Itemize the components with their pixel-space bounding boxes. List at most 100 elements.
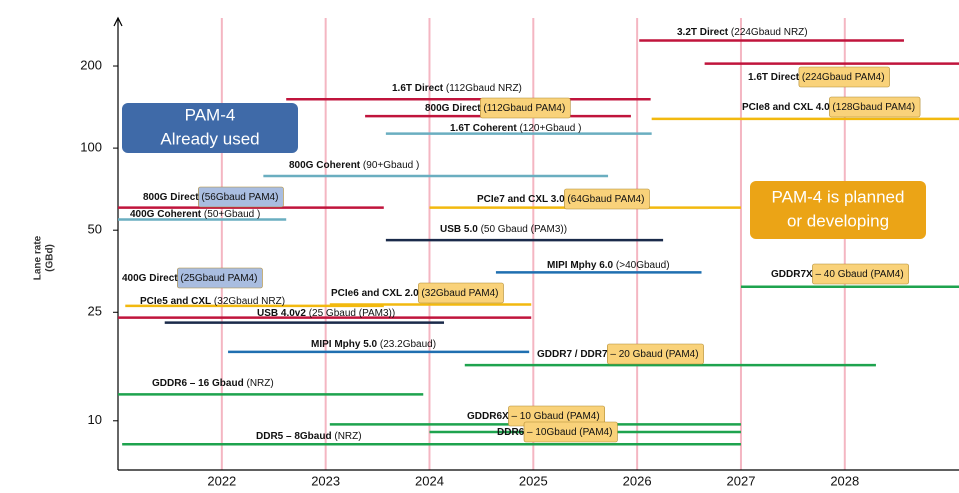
label-detail: (32Gbaud PAM4) [421, 288, 498, 299]
label-detail: (112Gbaud NRZ) [446, 83, 522, 94]
callout-text: Already used [160, 129, 259, 148]
item-label: 800G Direct (56Gbaud PAM4) [143, 186, 284, 208]
item-label: MIPI Mphy 5.0 (23.2Gbaud) [311, 339, 436, 350]
y-tick-label: 25 [88, 304, 102, 319]
item-label: PCIe6 and CXL 2.0 (32Gbaud PAM4) [331, 282, 504, 304]
item-label-text: 800G Direct (112Gbaud PAM4) [425, 103, 565, 114]
item-label: GDDR6X – 10 Gbaud (PAM4) [467, 405, 605, 427]
item-label: DDR5 – 8Gbaud (NRZ) [256, 431, 362, 442]
label-bold: GDDR7X [771, 269, 813, 280]
label-detail: (128Gbaud PAM4) [832, 102, 915, 113]
label-bold: 800G Coherent [289, 160, 361, 171]
label-bold: 3.2T Direct [677, 27, 729, 38]
label-detail: (224Gbaud PAM4) [802, 72, 885, 83]
x-tick-label: 2028 [830, 473, 859, 488]
callout-text: PAM-4 [185, 105, 236, 124]
label-detail: (NRZ) [246, 378, 273, 389]
y-tick-label: 50 [88, 222, 102, 237]
item-label-text: DDR5 – 8Gbaud (NRZ) [256, 431, 362, 442]
item-label: 400G Coherent (50+Gbaud ) [130, 209, 260, 220]
y-axis-arrow [113, 16, 123, 27]
label-bold: USB 4.0v2 [257, 308, 306, 319]
item-label-text: 400G Direct (25Gbaud PAM4) [122, 273, 257, 284]
item-label-text: GDDR6X – 10 Gbaud (PAM4) [467, 411, 600, 422]
item-label: GDDR6 – 16 Gbaud (NRZ) [152, 378, 274, 389]
item-label-text: 400G Coherent (50+Gbaud ) [130, 209, 260, 220]
x-tick-label: 2022 [207, 473, 236, 488]
x-tick-label: 2026 [623, 473, 652, 488]
label-detail: – 10 Gbaud (PAM4) [511, 411, 599, 422]
item-label: GDDR7 / DDR7 – 20 Gbaud (PAM4) [537, 343, 704, 365]
label-bold: 400G Direct [122, 273, 178, 284]
label-bold: 1.6T Direct [748, 72, 800, 83]
x-tick-label: 2024 [415, 473, 444, 488]
label-highlight [177, 267, 263, 289]
label-detail: (NRZ) [334, 431, 361, 442]
label-detail: (112Gbaud PAM4) [483, 103, 565, 114]
item-label-text: 3.2T Direct (224Gbaud NRZ) [677, 27, 808, 38]
label-bold: GDDR7 / DDR7 [537, 349, 608, 360]
y-axis-label: (GBd) [45, 244, 56, 272]
label-bold: PCIe5 and CXL [140, 296, 211, 307]
item-label-text: DDR6 – 10Gbaud (PAM4) [497, 427, 612, 438]
label-bold: DDR6 [497, 427, 525, 438]
item-label-text: GDDR7X – 40 Gbaud (PAM4) [771, 269, 904, 280]
label-highlight [607, 343, 704, 365]
item-label: PCIe8 and CXL 4.0 (128Gbaud PAM4) [742, 96, 921, 118]
item-label: 1.6T Coherent (120+Gbaud ) [450, 123, 581, 134]
item-label-text: USB 4.0v2 (25 Gbaud (PAM3)) [257, 308, 395, 319]
item-label: 3.2T Direct (224Gbaud NRZ) [677, 27, 808, 38]
item-label-text: 800G Coherent (90+Gbaud ) [289, 160, 419, 171]
label-detail: (23.2Gbaud) [380, 339, 436, 350]
item-label-text: PCIe8 and CXL 4.0 (128Gbaud PAM4) [742, 102, 915, 113]
label-detail: (120+Gbaud ) [519, 123, 581, 134]
item-label: 400G Direct (25Gbaud PAM4) [122, 267, 263, 289]
label-highlight [798, 66, 890, 88]
item-label: 800G Direct (112Gbaud PAM4) [425, 97, 571, 119]
label-bold: MIPI Mphy 5.0 [311, 339, 378, 350]
label-detail: (224Gbaud NRZ) [731, 27, 808, 38]
label-detail: – 20 Gbaud (PAM4) [610, 349, 698, 360]
item-label: GDDR7X – 40 Gbaud (PAM4) [771, 263, 909, 285]
label-highlight [198, 186, 284, 208]
label-detail: – 40 Gbaud (PAM4) [815, 269, 903, 280]
label-detail: (25 Gbaud (PAM3)) [309, 308, 396, 319]
item-label: USB 4.0v2 (25 Gbaud (PAM3)) [257, 308, 395, 319]
label-bold: PCIe7 and CXL 3.0 [477, 194, 565, 205]
item-label-text: PCIe5 and CXL (32Gbaud NRZ) [140, 296, 285, 307]
label-bold: GDDR6X [467, 411, 509, 422]
item-label-text: GDDR7 / DDR7 – 20 Gbaud (PAM4) [537, 349, 699, 360]
item-label: USB 5.0 (50 Gbaud (PAM3)) [440, 224, 567, 235]
label-highlight [564, 188, 650, 210]
item-label-text: MIPI Mphy 6.0 (>40Gbaud) [547, 260, 670, 271]
item-label: MIPI Mphy 6.0 (>40Gbaud) [547, 260, 670, 271]
label-detail: (32Gbaud NRZ) [214, 296, 285, 307]
callout-text: PAM-4 is planned [772, 187, 905, 206]
item-label-text: 1.6T Coherent (120+Gbaud ) [450, 123, 581, 134]
item-label-text: GDDR6 – 16 Gbaud (NRZ) [152, 378, 274, 389]
item-label: 800G Coherent (90+Gbaud ) [289, 160, 419, 171]
item-label-text: MIPI Mphy 5.0 (23.2Gbaud) [311, 339, 436, 350]
callout-box [750, 181, 926, 239]
y-tick-label: 100 [80, 140, 102, 155]
x-tick-label: 2023 [311, 473, 340, 488]
y-axis-label: Lane rate [33, 235, 44, 280]
label-bold: PCIe8 and CXL 4.0 [742, 102, 830, 113]
label-detail: – 10Gbaud (PAM4) [527, 427, 612, 438]
item-label-text: 1.6T Direct (112Gbaud NRZ) [392, 83, 522, 94]
label-detail: (90+Gbaud ) [363, 160, 419, 171]
x-tick-label: 2025 [519, 473, 548, 488]
label-highlight [829, 96, 921, 118]
y-tick-label: 200 [80, 57, 102, 72]
label-highlight [418, 282, 504, 304]
label-bold: 800G Direct [425, 103, 481, 114]
label-bold: DDR5 – 8Gbaud [256, 431, 332, 442]
label-detail: (64Gbaud PAM4) [567, 194, 644, 205]
label-bold: 1.6T Coherent [450, 123, 517, 134]
y-tick-label: 10 [88, 412, 102, 427]
label-bold: PCIe6 and CXL 2.0 [331, 288, 419, 299]
label-bold: 800G Direct [143, 192, 199, 203]
item-label-text: PCIe7 and CXL 3.0 (64Gbaud PAM4) [477, 194, 645, 205]
label-bold: GDDR6 – 16 Gbaud [152, 378, 244, 389]
